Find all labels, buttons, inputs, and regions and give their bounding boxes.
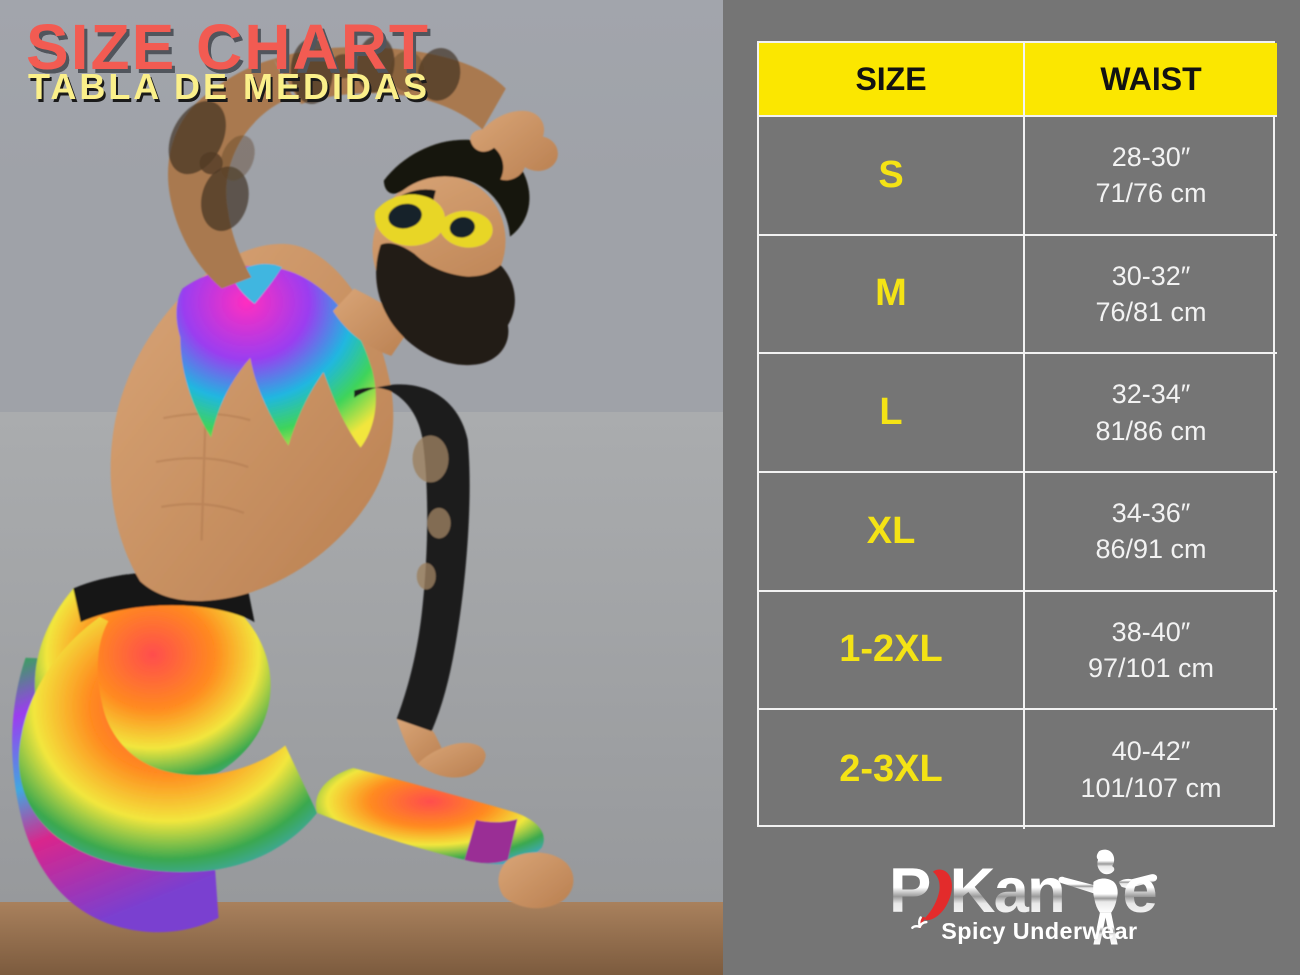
svg-text:Spicy Underwear: Spicy Underwear [941, 918, 1137, 944]
svg-text:Kan: Kan [950, 856, 1064, 926]
svg-text:e: e [1122, 856, 1156, 926]
svg-text:P: P [889, 856, 930, 926]
